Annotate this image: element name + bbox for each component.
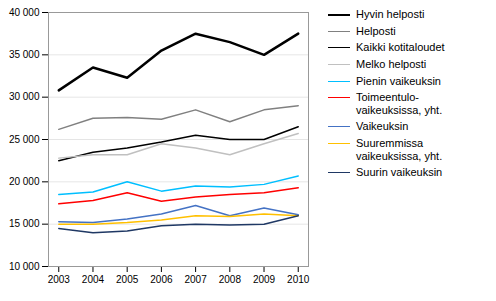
html-text:Melko helposti: Melko helposti xyxy=(356,57,427,70)
svg-text:2004: 2004 xyxy=(82,274,105,285)
html-text:Toimeentulo- vaikeuksissa, yht: Toimeentulo- vaikeuksissa, yht. xyxy=(356,91,443,116)
svg-text:2005: 2005 xyxy=(116,274,139,285)
svg-text:20 000: 20 000 xyxy=(9,176,40,187)
html-text:Helposti: Helposti xyxy=(356,24,396,37)
html-text:Pienin vaikeuksin: Pienin vaikeuksin xyxy=(356,74,441,87)
svg-text:30 000: 30 000 xyxy=(9,91,40,102)
svg-text:2010: 2010 xyxy=(287,274,310,285)
svg-text:2003: 2003 xyxy=(48,274,71,285)
svg-text:25 000: 25 000 xyxy=(9,134,40,145)
html-text:Vaikeuksin: Vaikeuksin xyxy=(356,120,409,133)
svg-text:35 000: 35 000 xyxy=(9,49,40,60)
html-text:Suurin vaikeuksin: Suurin vaikeuksin xyxy=(356,166,443,179)
svg-text:2007: 2007 xyxy=(184,274,207,285)
svg-text:40 000: 40 000 xyxy=(9,7,40,18)
svg-text:10 000: 10 000 xyxy=(9,261,40,272)
svg-text:2006: 2006 xyxy=(150,274,173,285)
svg-text:15 000: 15 000 xyxy=(9,218,40,229)
html-text:Suuremmissa vaikeuksissa, yht.: Suuremmissa vaikeuksissa, yht. xyxy=(356,137,443,162)
html-text:Hyvin helposti: Hyvin helposti xyxy=(356,8,425,20)
svg-text:2009: 2009 xyxy=(253,274,276,285)
svg-text:2008: 2008 xyxy=(219,274,242,285)
html-text:Kaikki kotitaloudet: Kaikki kotitaloudet xyxy=(356,41,445,54)
